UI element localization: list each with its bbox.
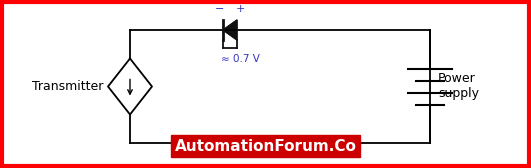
Text: ≈ 0.7 V: ≈ 0.7 V (220, 54, 260, 64)
Text: Transmitter: Transmitter (32, 80, 103, 93)
Text: Power
supply: Power supply (438, 73, 479, 100)
Text: AutomationForum.Co: AutomationForum.Co (175, 139, 356, 154)
Text: −: − (215, 4, 225, 14)
Polygon shape (223, 20, 237, 40)
Text: +: + (235, 4, 245, 14)
